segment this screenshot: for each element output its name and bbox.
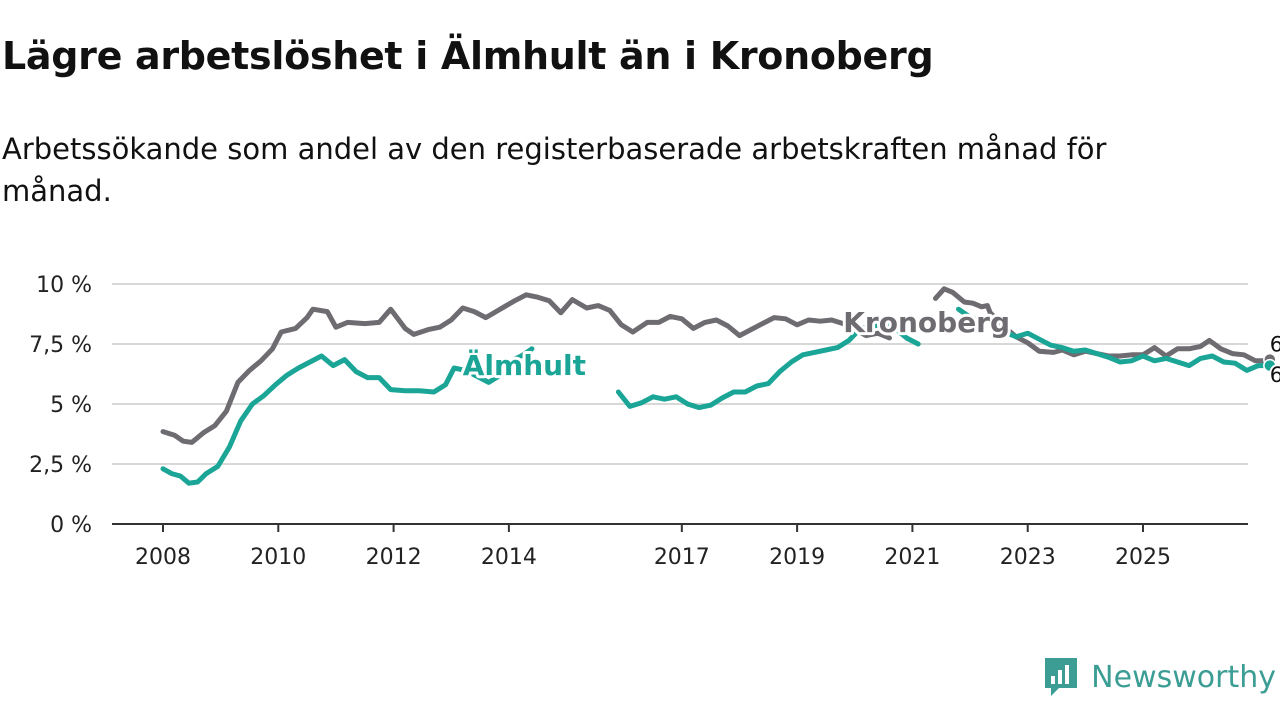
- series-label-almhult: Älmhult: [463, 348, 586, 382]
- series-line-kronoberg: [160, 292, 892, 445]
- x-tick-label: 2010: [250, 545, 306, 570]
- y-axis-ticks: 0 % 2,5 % 5 % 7,5 % 10 %: [29, 273, 92, 538]
- x-tick-label: 2017: [654, 545, 710, 570]
- series-line-almhult: [956, 306, 1273, 373]
- y-tick-label: 0 %: [50, 513, 92, 538]
- y-tick-label: 10 %: [36, 273, 92, 298]
- x-tick-label: 2008: [135, 545, 191, 570]
- series-lines: [160, 286, 1277, 486]
- x-tick-label: 2012: [366, 545, 422, 570]
- end-label-kronoberg: 6,8 %: [1270, 333, 1280, 357]
- x-tick-label: 2023: [1000, 545, 1056, 570]
- y-tick-label: 7,5 %: [29, 333, 92, 358]
- series-line-almhult: [160, 346, 535, 486]
- end-label-almhult: 6,6 %: [1270, 363, 1280, 387]
- newsworthy-chart-bubble-icon: [1045, 658, 1078, 696]
- chart-title: Lägre arbetslöshet i Älmhult än i Kronob…: [2, 34, 934, 78]
- y-tick-label: 2,5 %: [29, 453, 92, 478]
- series-end-dot-almhult: [1263, 358, 1277, 373]
- series-label-kronoberg: Kronoberg: [843, 306, 1010, 339]
- newsworthy-logo: Newsworthy: [1043, 656, 1276, 698]
- gridlines: [112, 283, 1248, 525]
- series-labels: Kronoberg Älmhult 6,8 % 6,6 %: [460, 303, 1280, 389]
- x-tick-label: 2019: [769, 545, 825, 570]
- x-tick-label: 2021: [884, 545, 940, 570]
- y-tick-label: 5 %: [50, 393, 92, 418]
- series-line-almhult: [615, 322, 921, 411]
- x-tick-label: 2025: [1115, 545, 1171, 570]
- x-axis-ticks: 2008 2010 2012 2014 2017 2019 2021 2023 2025: [135, 524, 1171, 570]
- brand-name: Newsworthy: [1091, 659, 1276, 695]
- x-tick-label: 2014: [481, 545, 537, 570]
- line-chart: 0 % 2,5 % 5 % 7,5 % 10 % 2008 2010 2012 2014 201…: [29, 273, 1280, 570]
- chart-subtitle: Arbetssökande som andel av den registerb…: [2, 132, 1107, 208]
